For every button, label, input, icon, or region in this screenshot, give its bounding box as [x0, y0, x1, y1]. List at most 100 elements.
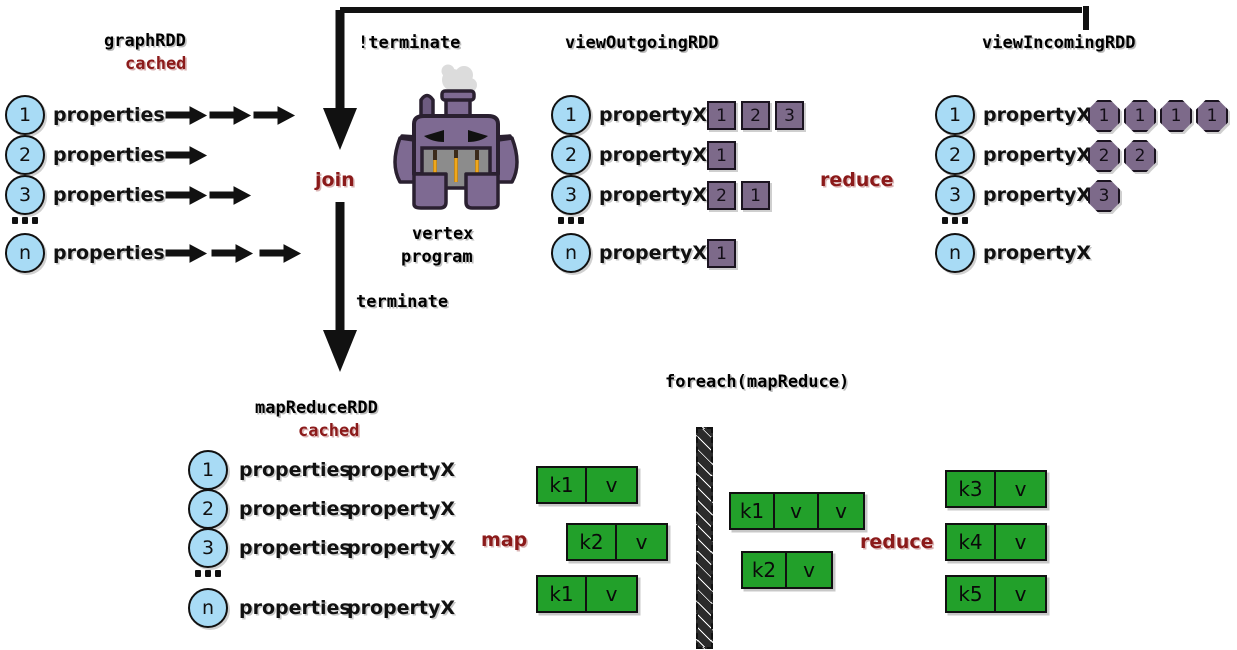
viewincoming-ellipsis — [942, 216, 968, 225]
kv-key-cell: k5 — [947, 577, 996, 611]
viewincoming-vertex-3[interactable]: 3 — [935, 175, 975, 215]
graphrdd-row-3-edge-arrows — [165, 186, 252, 205]
viewincoming-row-3-propertyx: propertyX — [983, 184, 1091, 206]
mapreduce-row-1-properties: properties — [239, 459, 351, 481]
viewoutgoing-vertex-1[interactable]: 1 — [551, 95, 591, 135]
viewincoming-message-octagon: 2 — [1124, 140, 1156, 172]
foreach-reduce-label: reduce — [860, 531, 934, 553]
mapreducerdd-title: mapReduceRDD — [255, 398, 378, 418]
kv-value-cell: v — [587, 468, 636, 502]
kv-value-cell: v — [587, 577, 636, 611]
mapreduce-row-3-propertyx: propertyX — [347, 537, 455, 559]
feedback-loop-path — [323, 6, 1089, 150]
reduce-output-kv-row: k3 v — [945, 470, 1047, 508]
graphrdd-vertex-1[interactable]: 1 — [5, 95, 45, 135]
mapreduce-row-1-propertyx: propertyX — [347, 459, 455, 481]
viewincomingrdd-title: viewIncomingRDD — [982, 33, 1136, 53]
kv-key-cell: k4 — [947, 525, 996, 559]
viewoutgoing-message-square: 1 — [707, 141, 736, 170]
kv-key-cell: k1 — [538, 468, 587, 502]
kv-key-cell: k1 — [731, 494, 775, 528]
shuffle-output-kv-row: k2 v — [741, 551, 833, 589]
mapreduce-vertex-3[interactable]: 3 — [188, 528, 228, 568]
viewincoming-message-octagon: 2 — [1088, 140, 1120, 172]
graphrdd-row-2-edge-arrows — [165, 146, 208, 165]
graphrdd-vertex-2[interactable]: 2 — [5, 135, 45, 175]
viewincoming-message-octagon: 1 — [1196, 100, 1228, 132]
foreach-mapreduce-title: foreach(mapReduce) — [665, 372, 850, 392]
viewoutgoing-message-square: 3 — [775, 101, 804, 130]
kv-key-cell: k3 — [947, 472, 996, 506]
graphrdd-row-2-properties: properties — [53, 144, 165, 166]
viewincoming-message-octagon-group: 3 — [1088, 180, 1120, 212]
viewoutgoing-message-square: 2 — [707, 181, 736, 210]
reduce-output-kv-row: k4 v — [945, 523, 1047, 561]
viewoutgoingrdd-title: viewOutgoingRDD — [565, 33, 719, 53]
graphrdd-vertex-n[interactable]: n — [5, 233, 45, 273]
viewincoming-vertex-n[interactable]: n — [935, 233, 975, 273]
mapreduce-vertex-1[interactable]: 1 — [188, 450, 228, 490]
shuffle-output-kv-row: k1 v v — [729, 492, 865, 530]
viewincoming-message-octagon: 3 — [1088, 180, 1120, 212]
viewoutgoing-row-3-propertyx: propertyX — [599, 184, 707, 206]
mapreduce-vertex-2[interactable]: 2 — [188, 489, 228, 529]
graphrdd-title: graphRDD — [104, 31, 186, 51]
viewincoming-message-octagon-group: 1 1 1 1 — [1088, 100, 1228, 132]
join-label: join — [315, 169, 355, 191]
graphrdd-row-n-edge-arrows — [165, 244, 302, 263]
mapreduce-row-3-properties: properties — [239, 537, 351, 559]
kv-key-cell: k2 — [743, 553, 787, 587]
kv-value-cell: v — [996, 525, 1045, 559]
mapreduce-row-2-propertyx: propertyX — [347, 498, 455, 520]
kv-key-cell: k2 — [568, 525, 617, 559]
viewincoming-message-octagon: 1 — [1124, 100, 1156, 132]
map-output-kv-row: k1 v — [536, 466, 638, 504]
kv-key-cell: k1 — [538, 577, 587, 611]
mapreduce-vertex-n[interactable]: n — [188, 588, 228, 628]
map-label: map — [481, 529, 528, 551]
viewincoming-message-octagon-group: 2 2 — [1088, 140, 1156, 172]
viewincoming-message-octagon: 1 — [1088, 100, 1120, 132]
viewoutgoing-row-n-propertyx: propertyX — [599, 242, 707, 264]
shuffle-barrier-divider — [696, 427, 713, 649]
viewoutgoing-vertex-n[interactable]: n — [551, 233, 591, 273]
graphrdd-row-1-properties: properties — [53, 104, 165, 126]
map-output-kv-row: k1 v — [536, 575, 638, 613]
viewincoming-row-n-propertyx: propertyX — [983, 242, 1091, 264]
graphrdd-row-n-properties: properties — [53, 242, 165, 264]
viewincoming-vertex-2[interactable]: 2 — [935, 135, 975, 175]
kv-value-cell: v — [775, 494, 819, 528]
mapreduce-row-2-properties: properties — [239, 498, 351, 520]
graphrdd-ellipsis — [12, 216, 38, 225]
graphrdd-cached-badge: cached — [125, 54, 187, 74]
vertex-program-caption-line-1: vertex — [412, 224, 474, 244]
vertex-program-caption-line-2: program — [401, 247, 473, 267]
mapreduce-row-n-propertyx: propertyX — [347, 597, 455, 619]
viewincoming-row-2-propertyx: propertyX — [983, 144, 1091, 166]
viewoutgoing-message-square: 2 — [741, 101, 770, 130]
viewoutgoing-message-square: 1 — [741, 181, 770, 210]
branch-terminate-label: terminate — [356, 292, 449, 312]
viewoutgoing-message-square: 1 — [707, 101, 736, 130]
graphrdd-row-1-edge-arrows — [165, 106, 296, 125]
kv-value-cell: v — [819, 494, 863, 528]
join-to-mapreduce-arrow — [323, 202, 357, 372]
viewoutgoing-row-1-propertyx: propertyX — [599, 104, 707, 126]
viewoutgoing-ellipsis — [558, 216, 584, 225]
viewoutgoing-vertex-2[interactable]: 2 — [551, 135, 591, 175]
viewoutgoing-vertex-3[interactable]: 3 — [551, 175, 591, 215]
graphrdd-row-3-properties: properties — [53, 184, 165, 206]
map-output-kv-row: k2 v — [566, 523, 668, 561]
kv-value-cell: v — [996, 472, 1045, 506]
viewoutgoing-message-square: 1 — [707, 239, 736, 268]
mapreducerdd-cached-badge: cached — [298, 421, 360, 441]
viewincoming-row-1-propertyx: propertyX — [983, 104, 1091, 126]
viewincoming-vertex-1[interactable]: 1 — [935, 95, 975, 135]
branch-not-terminate-label: !terminate — [358, 33, 461, 53]
mapreduce-row-n-properties: properties — [239, 597, 351, 619]
kv-value-cell: v — [617, 525, 666, 559]
kv-value-cell: v — [787, 553, 831, 587]
graphrdd-vertex-3[interactable]: 3 — [5, 175, 45, 215]
viewincoming-message-octagon: 1 — [1160, 100, 1192, 132]
